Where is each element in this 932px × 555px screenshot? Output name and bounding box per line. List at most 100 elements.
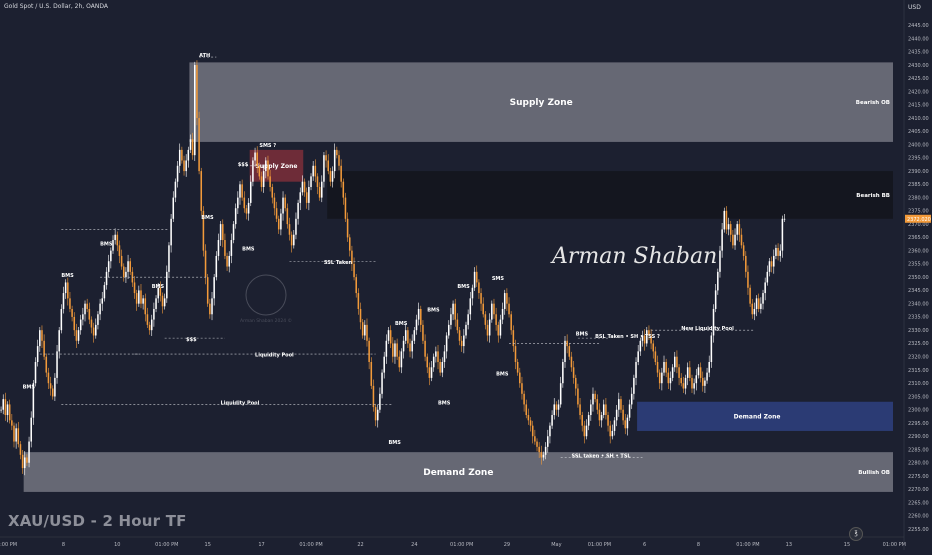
x-tick-label: 24 bbox=[411, 542, 417, 548]
candle bbox=[557, 404, 560, 410]
candle bbox=[422, 324, 424, 341]
candle bbox=[329, 171, 332, 182]
candle bbox=[62, 293, 65, 309]
candle bbox=[544, 446, 547, 455]
candle bbox=[734, 234, 736, 246]
candle bbox=[327, 160, 330, 172]
candle bbox=[176, 165, 179, 182]
candle bbox=[187, 149, 190, 161]
candle bbox=[86, 303, 88, 309]
candle bbox=[559, 383, 562, 405]
candle bbox=[669, 377, 672, 384]
last-price-label: 2372.020 bbox=[907, 217, 931, 223]
candle bbox=[342, 181, 345, 198]
candle bbox=[181, 149, 183, 161]
candle bbox=[82, 314, 84, 320]
candle bbox=[475, 271, 478, 283]
candle bbox=[450, 314, 452, 325]
candle bbox=[525, 404, 528, 416]
candle bbox=[372, 385, 375, 408]
candle bbox=[79, 319, 82, 331]
candle bbox=[114, 234, 116, 241]
y-tick-label: 2415.00 bbox=[908, 103, 929, 109]
candle bbox=[564, 340, 566, 362]
candle bbox=[191, 139, 194, 156]
candle bbox=[607, 415, 609, 426]
candle bbox=[527, 415, 530, 421]
candle bbox=[293, 234, 295, 246]
x-tick-label: 01:00 PM bbox=[0, 542, 17, 548]
y-tick-label: 2330.00 bbox=[908, 328, 929, 334]
candle bbox=[28, 441, 30, 463]
candle bbox=[353, 263, 355, 278]
candle bbox=[239, 184, 241, 198]
candle bbox=[605, 404, 607, 416]
candle bbox=[478, 282, 480, 294]
candle bbox=[622, 409, 624, 421]
candle bbox=[609, 425, 611, 437]
candle bbox=[570, 356, 573, 368]
candle bbox=[226, 255, 228, 267]
x-tick-label: 13 bbox=[786, 542, 792, 548]
candle bbox=[585, 425, 588, 437]
y-tick-label: 2365.00 bbox=[908, 235, 929, 241]
candle bbox=[301, 181, 304, 193]
candle bbox=[729, 224, 732, 235]
candle bbox=[439, 362, 441, 373]
x-tick-label: 17 bbox=[258, 542, 264, 548]
zone-label: Demand Zone bbox=[423, 468, 493, 478]
candle bbox=[144, 298, 147, 315]
candle bbox=[47, 372, 50, 384]
candle bbox=[245, 208, 248, 214]
candle bbox=[764, 282, 766, 294]
chart-annotation: BMS bbox=[242, 247, 255, 253]
candle bbox=[538, 446, 540, 453]
candle bbox=[51, 388, 54, 397]
candle bbox=[600, 415, 603, 421]
candle bbox=[379, 393, 381, 410]
candle bbox=[719, 250, 721, 272]
candle bbox=[269, 176, 271, 187]
candle bbox=[521, 383, 523, 394]
candle bbox=[680, 377, 683, 384]
candle bbox=[359, 308, 362, 323]
candle bbox=[155, 298, 157, 309]
candle bbox=[385, 340, 388, 357]
candle bbox=[338, 155, 340, 166]
candle bbox=[568, 346, 571, 357]
candle bbox=[374, 407, 377, 421]
candle bbox=[495, 314, 497, 325]
candle bbox=[237, 197, 239, 209]
candle bbox=[691, 377, 693, 389]
candle bbox=[753, 308, 756, 315]
y-tick-label: 2375.00 bbox=[908, 209, 929, 215]
candle bbox=[587, 415, 590, 426]
brand-logo-icon bbox=[245, 274, 287, 316]
candle bbox=[41, 330, 43, 341]
candle bbox=[357, 293, 360, 309]
candle bbox=[671, 367, 674, 378]
candle bbox=[768, 261, 771, 272]
candle bbox=[150, 319, 153, 331]
candle bbox=[129, 261, 131, 272]
candle bbox=[781, 218, 784, 251]
candle bbox=[157, 287, 159, 299]
candle bbox=[213, 277, 215, 299]
candle bbox=[56, 351, 58, 378]
x-tick-label: 01:00 PM bbox=[450, 542, 473, 548]
zone-side-label: Bearish OB bbox=[856, 100, 890, 106]
candle bbox=[209, 303, 211, 315]
tradingview-logo-icon[interactable]: ℥ bbox=[849, 527, 863, 541]
candle bbox=[678, 367, 680, 378]
currency-label[interactable]: USD bbox=[908, 4, 921, 11]
y-tick-label: 2275.00 bbox=[908, 474, 929, 480]
candle bbox=[579, 404, 581, 416]
candle bbox=[779, 250, 782, 256]
candle bbox=[120, 255, 123, 267]
candle bbox=[215, 255, 218, 278]
y-tick-label: 2385.00 bbox=[908, 182, 929, 188]
candle bbox=[551, 415, 553, 426]
candle bbox=[258, 165, 261, 177]
candle bbox=[639, 340, 642, 352]
